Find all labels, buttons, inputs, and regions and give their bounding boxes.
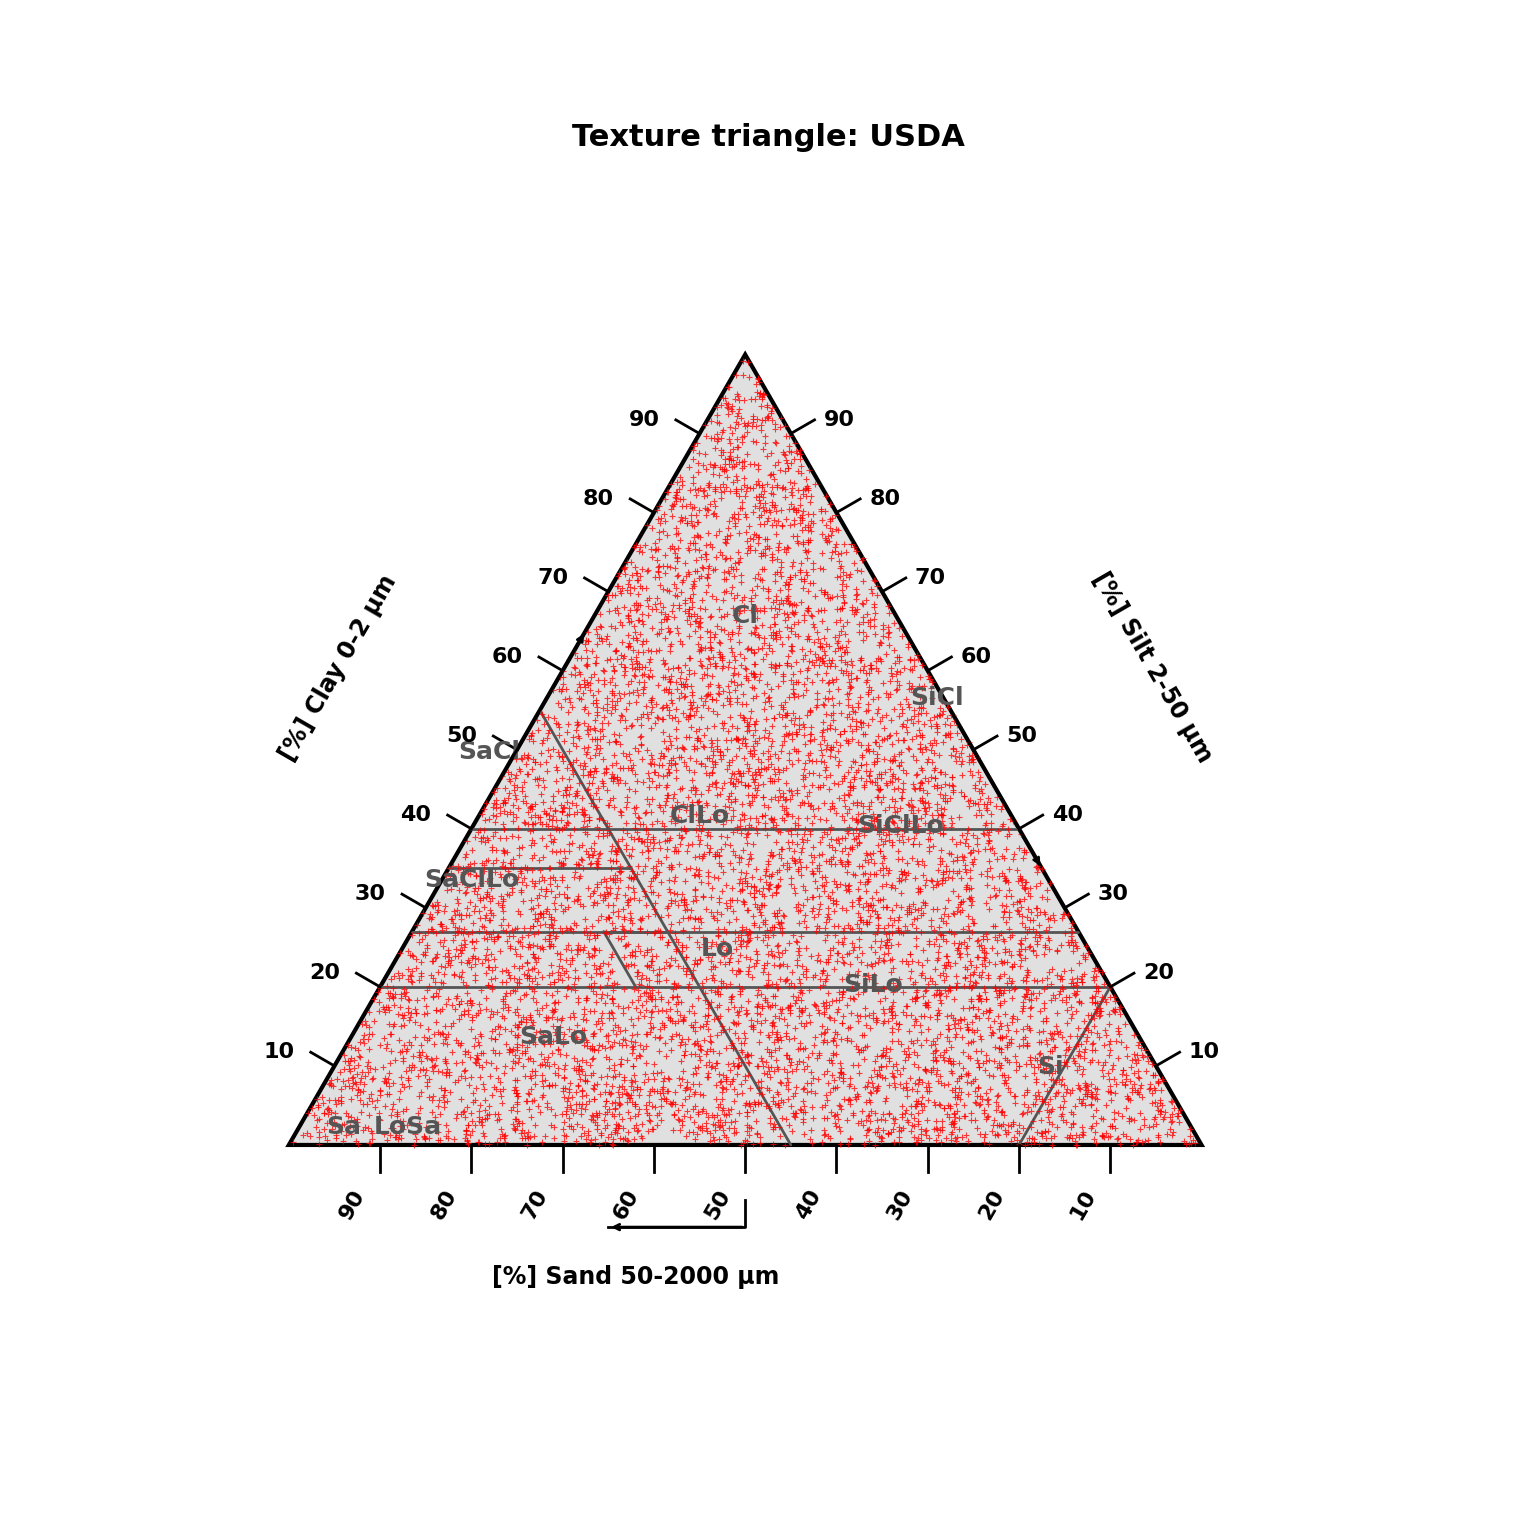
Text: 10: 10 xyxy=(263,1043,295,1063)
Text: Si: Si xyxy=(1038,1055,1064,1080)
Text: 20: 20 xyxy=(309,963,339,983)
Text: LoSa: LoSa xyxy=(373,1115,441,1138)
Text: ClLo: ClLo xyxy=(670,805,730,828)
Text: SaLo: SaLo xyxy=(519,1025,588,1049)
Text: Cl: Cl xyxy=(731,604,759,628)
Text: 40: 40 xyxy=(793,1186,825,1223)
Text: 90: 90 xyxy=(336,1186,369,1223)
Text: SaClLo: SaClLo xyxy=(424,868,519,892)
Text: Lo: Lo xyxy=(702,937,734,960)
Text: Sa: Sa xyxy=(326,1115,361,1138)
Text: 50: 50 xyxy=(1006,727,1037,746)
Text: 70: 70 xyxy=(915,568,946,588)
Polygon shape xyxy=(289,355,1201,1144)
Text: 20: 20 xyxy=(1143,963,1174,983)
Text: 60: 60 xyxy=(960,647,992,667)
Text: SiClLo: SiClLo xyxy=(857,814,943,837)
Text: [%] Sand 50-2000 μm: [%] Sand 50-2000 μm xyxy=(492,1266,779,1289)
Text: 30: 30 xyxy=(1098,885,1129,905)
Text: 10: 10 xyxy=(1066,1186,1100,1223)
Text: SiLo: SiLo xyxy=(843,974,903,997)
Text: 80: 80 xyxy=(869,488,900,508)
Text: 20: 20 xyxy=(975,1186,1008,1223)
Text: 50: 50 xyxy=(445,727,476,746)
Text: [%] Silt 2-50 μm: [%] Silt 2-50 μm xyxy=(1087,568,1217,766)
Text: 70: 70 xyxy=(519,1186,551,1223)
Text: 50: 50 xyxy=(702,1186,734,1223)
Text: [%] Clay 0-2 μm: [%] Clay 0-2 μm xyxy=(275,570,401,765)
Text: 60: 60 xyxy=(492,647,522,667)
Text: 90: 90 xyxy=(628,410,659,430)
Text: 80: 80 xyxy=(427,1186,461,1223)
Text: 30: 30 xyxy=(355,885,386,905)
Text: 80: 80 xyxy=(582,488,614,508)
Text: 40: 40 xyxy=(401,805,432,825)
Text: 10: 10 xyxy=(1189,1043,1220,1063)
Text: SiCl: SiCl xyxy=(909,685,963,710)
Text: 60: 60 xyxy=(610,1186,644,1223)
Text: SaCl: SaCl xyxy=(459,740,521,765)
Text: 30: 30 xyxy=(883,1186,917,1223)
Title: Texture triangle: USDA: Texture triangle: USDA xyxy=(571,123,965,152)
Text: 90: 90 xyxy=(823,410,854,430)
Text: 70: 70 xyxy=(538,568,568,588)
Text: 40: 40 xyxy=(1052,805,1083,825)
